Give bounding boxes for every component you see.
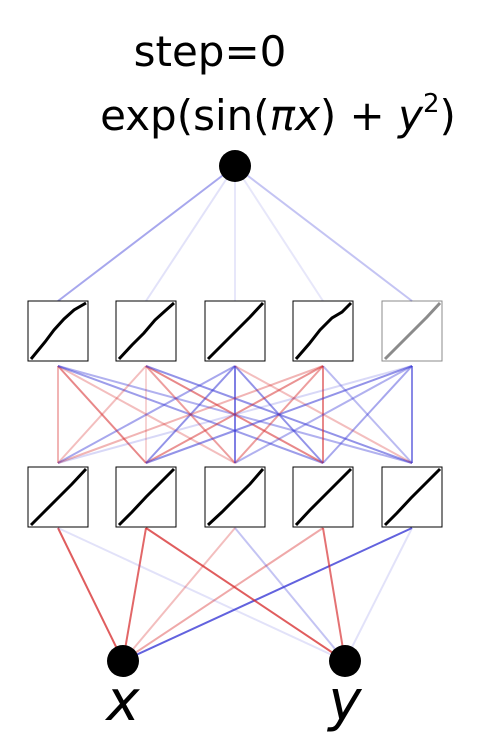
activation-box-h2-5 <box>381 300 443 362</box>
output-node <box>219 150 251 182</box>
input-label-x: x <box>104 669 140 734</box>
edge <box>234 165 413 302</box>
formula-suffix: ) <box>440 91 456 140</box>
activation-box-h2-1 <box>27 300 89 362</box>
input-node-y <box>329 645 361 677</box>
activation-box-h1-5 <box>381 466 443 528</box>
formula-pi: π <box>270 91 296 140</box>
activation-box-h1-1 <box>27 466 89 528</box>
input-node-x <box>107 645 139 677</box>
activation-box-h2-2 <box>115 300 177 362</box>
formula-x: x <box>293 91 321 140</box>
edge <box>145 165 236 302</box>
formula-prefix: exp(sin( <box>100 91 270 140</box>
edges-output <box>57 165 413 302</box>
activation-box-h1-3 <box>204 466 266 528</box>
formula-mid: ) + <box>320 91 398 140</box>
formula-title: exp(sin(πx) + y2) <box>100 89 456 140</box>
input-label-y: y <box>326 669 362 734</box>
hidden-layer-2 <box>27 300 443 362</box>
activation-box-h2-3 <box>204 300 266 362</box>
activation-box-h1-2 <box>115 466 177 528</box>
edge <box>57 165 236 302</box>
hidden-layer-1 <box>27 466 443 528</box>
formula-exponent: 2 <box>423 89 440 119</box>
edges-middle <box>57 365 413 464</box>
formula-y: y <box>396 91 424 140</box>
activation-box-h1-4 <box>292 466 354 528</box>
step-label: step=0 <box>134 27 287 76</box>
activation-box-h2-4 <box>292 300 354 362</box>
edges-input <box>57 527 413 662</box>
edge <box>234 165 324 302</box>
